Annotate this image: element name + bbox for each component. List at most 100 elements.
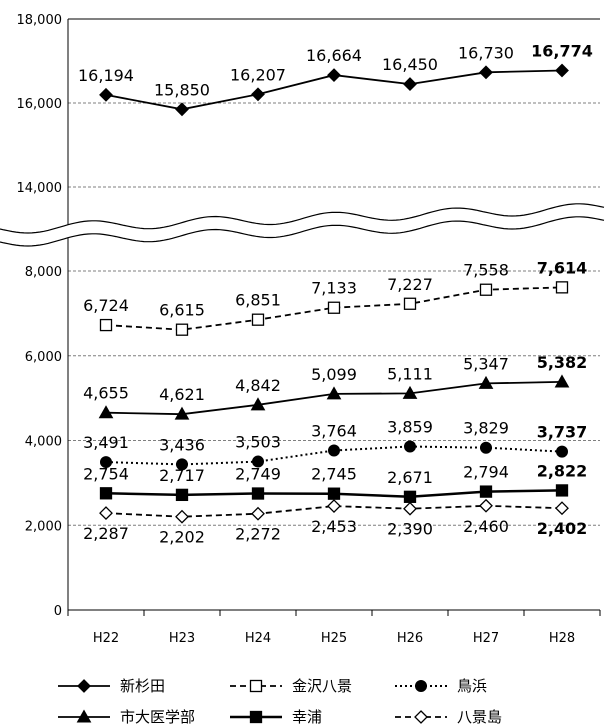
legend-label: 幸浦 — [292, 708, 322, 726]
legend-label: 市大医学部 — [120, 708, 195, 726]
data-label: 5,347 — [463, 354, 509, 373]
data-point — [99, 318, 113, 332]
data-point — [99, 506, 113, 521]
data-point — [328, 444, 340, 457]
data-point — [175, 488, 189, 502]
data-label: 3,859 — [387, 417, 433, 436]
data-point — [251, 313, 265, 326]
data-point — [251, 87, 265, 102]
data-label: 3,491 — [83, 433, 129, 452]
x-tick-label: H23 — [169, 631, 195, 646]
data-point — [403, 490, 417, 503]
data-point — [174, 406, 190, 420]
data-point — [327, 499, 341, 513]
data-point — [175, 323, 189, 336]
x-tick-label: H27 — [473, 631, 499, 646]
data-label: 5,111 — [387, 364, 433, 383]
data-point — [251, 487, 265, 500]
data-label: 7,227 — [387, 275, 433, 294]
data-label: 2,272 — [235, 525, 281, 544]
data-label: 2,453 — [311, 517, 357, 536]
data-point — [479, 485, 493, 498]
data-point — [250, 397, 266, 411]
data-label: 7,133 — [311, 279, 357, 298]
data-point — [479, 65, 493, 80]
data-label: 2,754 — [83, 464, 129, 483]
data-point — [479, 498, 493, 513]
series-group — [98, 63, 570, 524]
data-label: 4,621 — [159, 385, 205, 404]
data-label: 16,730 — [458, 43, 514, 62]
data-label: 16,774 — [531, 41, 593, 60]
data-label: 2,671 — [387, 468, 433, 487]
data-label: 2,287 — [83, 524, 129, 543]
data-label: 2,202 — [159, 528, 205, 547]
data-label: 2,402 — [537, 519, 588, 538]
data-label: 6,615 — [159, 301, 205, 320]
data-label: 6,724 — [83, 296, 129, 315]
legend-marker — [249, 679, 263, 693]
legend-marker — [249, 710, 263, 724]
data-point — [555, 501, 569, 516]
data-point — [98, 405, 114, 419]
data-label: 3,764 — [311, 422, 357, 441]
data-point — [99, 87, 113, 102]
gridlines — [68, 102, 600, 526]
data-point — [326, 386, 342, 400]
data-point — [404, 440, 416, 453]
data-point — [554, 374, 570, 388]
y-tick-label: 4,000 — [25, 435, 62, 450]
data-point — [327, 487, 341, 500]
y-tick-label: 16,000 — [17, 97, 63, 112]
data-point — [555, 281, 569, 294]
data-point — [175, 102, 189, 117]
data-label: 2,794 — [463, 463, 509, 482]
legend-label: 八景島 — [457, 708, 502, 726]
data-point — [556, 445, 568, 458]
legend-marker — [76, 709, 92, 723]
data-label: 5,099 — [311, 365, 357, 384]
data-label: 16,664 — [306, 46, 362, 65]
data-label: 2,822 — [537, 461, 588, 480]
data-label: 3,436 — [159, 435, 205, 454]
data-label: 16,450 — [382, 55, 438, 74]
data-label: 3,503 — [235, 433, 281, 452]
data-point — [479, 283, 493, 296]
data-label: 7,614 — [537, 258, 588, 277]
data-point — [327, 68, 341, 83]
data-point — [176, 458, 188, 471]
data-label: 2,390 — [387, 520, 433, 539]
data-label: 3,829 — [463, 419, 509, 438]
axis-break-band — [0, 203, 604, 246]
data-label: 4,842 — [235, 376, 281, 395]
data-point — [480, 441, 492, 454]
data-label: 5,382 — [537, 353, 588, 372]
data-label: 7,558 — [463, 261, 509, 280]
data-label: 4,655 — [83, 384, 129, 403]
axes — [0, 18, 605, 616]
x-axis-ticks: H22 H23 H24 H25 H26 H27 H28 — [93, 631, 575, 646]
legend-label: 新杉田 — [120, 677, 165, 695]
data-point — [402, 385, 418, 399]
data-label: 3,737 — [537, 423, 588, 442]
data-point — [251, 506, 265, 521]
axis-break-line — [0, 203, 605, 234]
y-axis-ticks: 0 2,000 4,000 6,000 8,000 14,000 16,000 18,000 — [17, 13, 63, 619]
x-tick-label: H22 — [93, 631, 119, 646]
data-label: 6,851 — [235, 291, 281, 310]
legend-marker — [77, 679, 91, 693]
data-point — [327, 301, 341, 314]
y-tick-label: 14,000 — [17, 181, 63, 196]
x-tick-label: H25 — [321, 631, 347, 646]
data-point — [403, 501, 417, 516]
data-label: 15,850 — [154, 80, 210, 99]
data-label: 16,207 — [230, 65, 286, 84]
legend-label: 鳥浜 — [457, 677, 487, 695]
data-point — [252, 455, 264, 468]
y-tick-label: 0 — [54, 604, 62, 619]
data-labels: 16,194 15,850 16,207 16,664 16,450 16,730 16,7… — [78, 41, 593, 546]
axis-break-line — [0, 216, 605, 247]
y-tick-label: 6,000 — [25, 350, 62, 365]
data-point — [175, 509, 189, 524]
